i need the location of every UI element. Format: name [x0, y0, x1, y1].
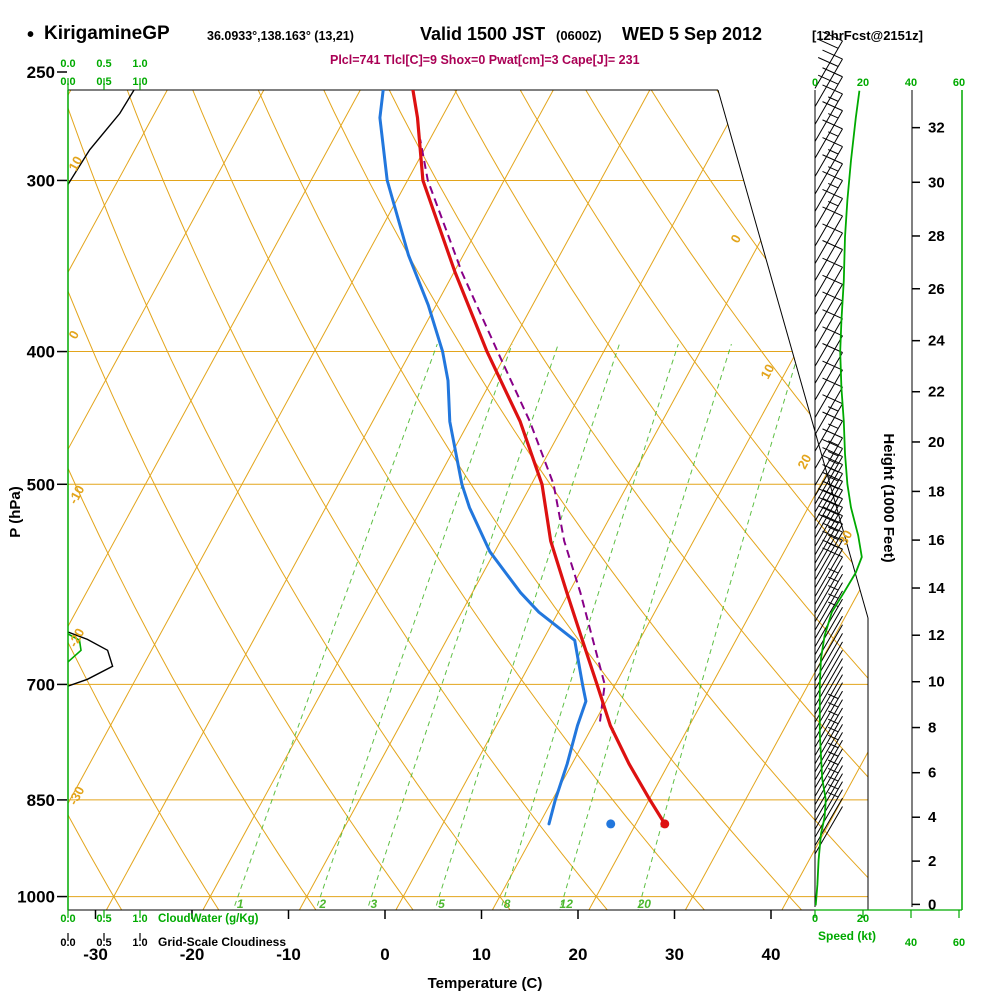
svg-text:28: 28 — [928, 228, 945, 245]
svg-text:5: 5 — [438, 897, 445, 911]
temperature-axis: -30 -20 -10 0 10 20 30 40 Temperature (C) — [83, 910, 780, 992]
svg-text:26: 26 — [928, 281, 945, 298]
svg-text:30: 30 — [928, 174, 945, 191]
svg-text:16: 16 — [928, 532, 945, 549]
svg-text:0.5: 0.5 — [96, 58, 111, 70]
svg-text:1.0: 1.0 — [132, 58, 147, 70]
svg-text:Grid-Scale Cloudiness: Grid-Scale Cloudiness — [158, 935, 286, 949]
parcel-curve — [419, 139, 606, 722]
plot-borders — [67, 89, 963, 911]
svg-text:0: 0 — [380, 945, 389, 964]
svg-text:8: 8 — [928, 720, 936, 737]
svg-text:2: 2 — [928, 853, 936, 870]
svg-text:700: 700 — [27, 675, 55, 694]
svg-text:40: 40 — [762, 945, 781, 964]
station-coords: 36.0933°,138.163° (13,21) — [207, 29, 354, 43]
forecast-tag: [12hrFcst@2151z] — [812, 28, 923, 43]
svg-text:0.5: 0.5 — [96, 913, 111, 925]
wind-barbs — [814, 31, 843, 907]
svg-text:0.0: 0.0 — [60, 937, 75, 949]
svg-text:10: 10 — [472, 945, 491, 964]
svg-text:1.0: 1.0 — [132, 76, 147, 88]
cloud-profiles — [68, 90, 141, 687]
svg-text:0.0: 0.0 — [60, 58, 75, 70]
valid-time: Valid 1500 JST — [420, 24, 546, 44]
svg-text:32: 32 — [928, 120, 945, 137]
svg-text:-30: -30 — [83, 945, 108, 964]
svg-text:3: 3 — [370, 897, 377, 911]
svg-text:0: 0 — [928, 896, 936, 913]
speed-curve — [814, 90, 863, 906]
svg-text:60: 60 — [953, 937, 965, 949]
svg-text:0: 0 — [812, 77, 818, 89]
svg-text:1.0: 1.0 — [132, 913, 147, 925]
svg-text:300: 300 — [27, 171, 55, 190]
svg-text:20: 20 — [637, 897, 652, 911]
svg-text:500: 500 — [27, 475, 55, 494]
svg-text:18: 18 — [928, 483, 945, 500]
svg-text:P (hPa): P (hPa) — [7, 486, 24, 537]
svg-text:20: 20 — [857, 77, 869, 89]
valid-time-utc: (0600Z) — [556, 28, 602, 43]
svg-text:Temperature (C): Temperature (C) — [428, 975, 543, 992]
svg-text:10: 10 — [928, 674, 945, 691]
stability-indices: Plcl=741 Tlcl[C]=9 Shox=0 Pwat[cm]=3 Cap… — [330, 53, 640, 67]
svg-text:0.5: 0.5 — [96, 937, 111, 949]
svg-text:10: 10 — [65, 154, 85, 174]
svg-text:20: 20 — [857, 913, 869, 925]
svg-text:850: 850 — [27, 791, 55, 810]
svg-text:1.0: 1.0 — [132, 937, 147, 949]
svg-text:20: 20 — [569, 945, 588, 964]
svg-text:20: 20 — [928, 434, 945, 451]
svg-text:0.0: 0.0 — [60, 76, 75, 88]
svg-text:6: 6 — [928, 765, 936, 782]
svg-text:250: 250 — [27, 63, 55, 82]
svg-text:400: 400 — [27, 343, 55, 362]
svg-text:CloudWater (g/Kg): CloudWater (g/Kg) — [158, 913, 259, 925]
temperature-curve — [410, 90, 667, 826]
cloud-scales: 0.0 0.0 0.0 0.0 0.5 0.5 0.5 0.5 1.0 1.0 1.0 1.0 Clou… — [60, 58, 286, 949]
svg-text:Speed (kt): Speed (kt) — [818, 929, 876, 943]
svg-text:60: 60 — [953, 77, 965, 89]
pressure-axis: 250 300 400 500 700 850 1000 P (hPa) — [7, 63, 67, 907]
svg-text:1: 1 — [237, 897, 244, 911]
svg-text:12: 12 — [928, 627, 945, 644]
svg-text:0: 0 — [727, 232, 744, 245]
svg-text:22: 22 — [928, 384, 945, 401]
svg-text:8: 8 — [504, 897, 511, 911]
svg-text:-10: -10 — [276, 945, 301, 964]
svg-text:0: 0 — [812, 913, 818, 925]
sounding-curves — [378, 90, 670, 829]
svg-text:0.5: 0.5 — [96, 76, 111, 88]
svg-text:1000: 1000 — [17, 888, 55, 907]
svg-text:12: 12 — [560, 897, 574, 911]
svg-text:30: 30 — [665, 945, 684, 964]
svg-text:Height (1000 Feet): Height (1000 Feet) — [880, 433, 897, 562]
svg-text:20: 20 — [794, 452, 814, 472]
skewt-grid — [68, 90, 868, 910]
svg-text:24: 24 — [928, 333, 945, 350]
surface-temperature-dot — [660, 819, 670, 829]
mixing-ratio-lines — [228, 343, 802, 910]
station-name: KirigamineGP — [44, 23, 170, 44]
svg-text:40: 40 — [905, 77, 917, 89]
svg-text:14: 14 — [928, 580, 945, 597]
svg-text:10: 10 — [757, 362, 777, 382]
station-bullet-icon: • — [27, 24, 35, 46]
surface-dewpoint-dot — [606, 819, 616, 829]
valid-date: WED 5 Sep 2012 — [622, 24, 763, 44]
dewpoint-curve — [378, 90, 588, 826]
svg-text:-20: -20 — [180, 945, 205, 964]
svg-text:2: 2 — [318, 897, 326, 911]
svg-text:4: 4 — [928, 809, 937, 826]
svg-text:40: 40 — [905, 937, 917, 949]
svg-text:30: 30 — [835, 528, 855, 548]
svg-text:0.0: 0.0 — [60, 913, 75, 925]
